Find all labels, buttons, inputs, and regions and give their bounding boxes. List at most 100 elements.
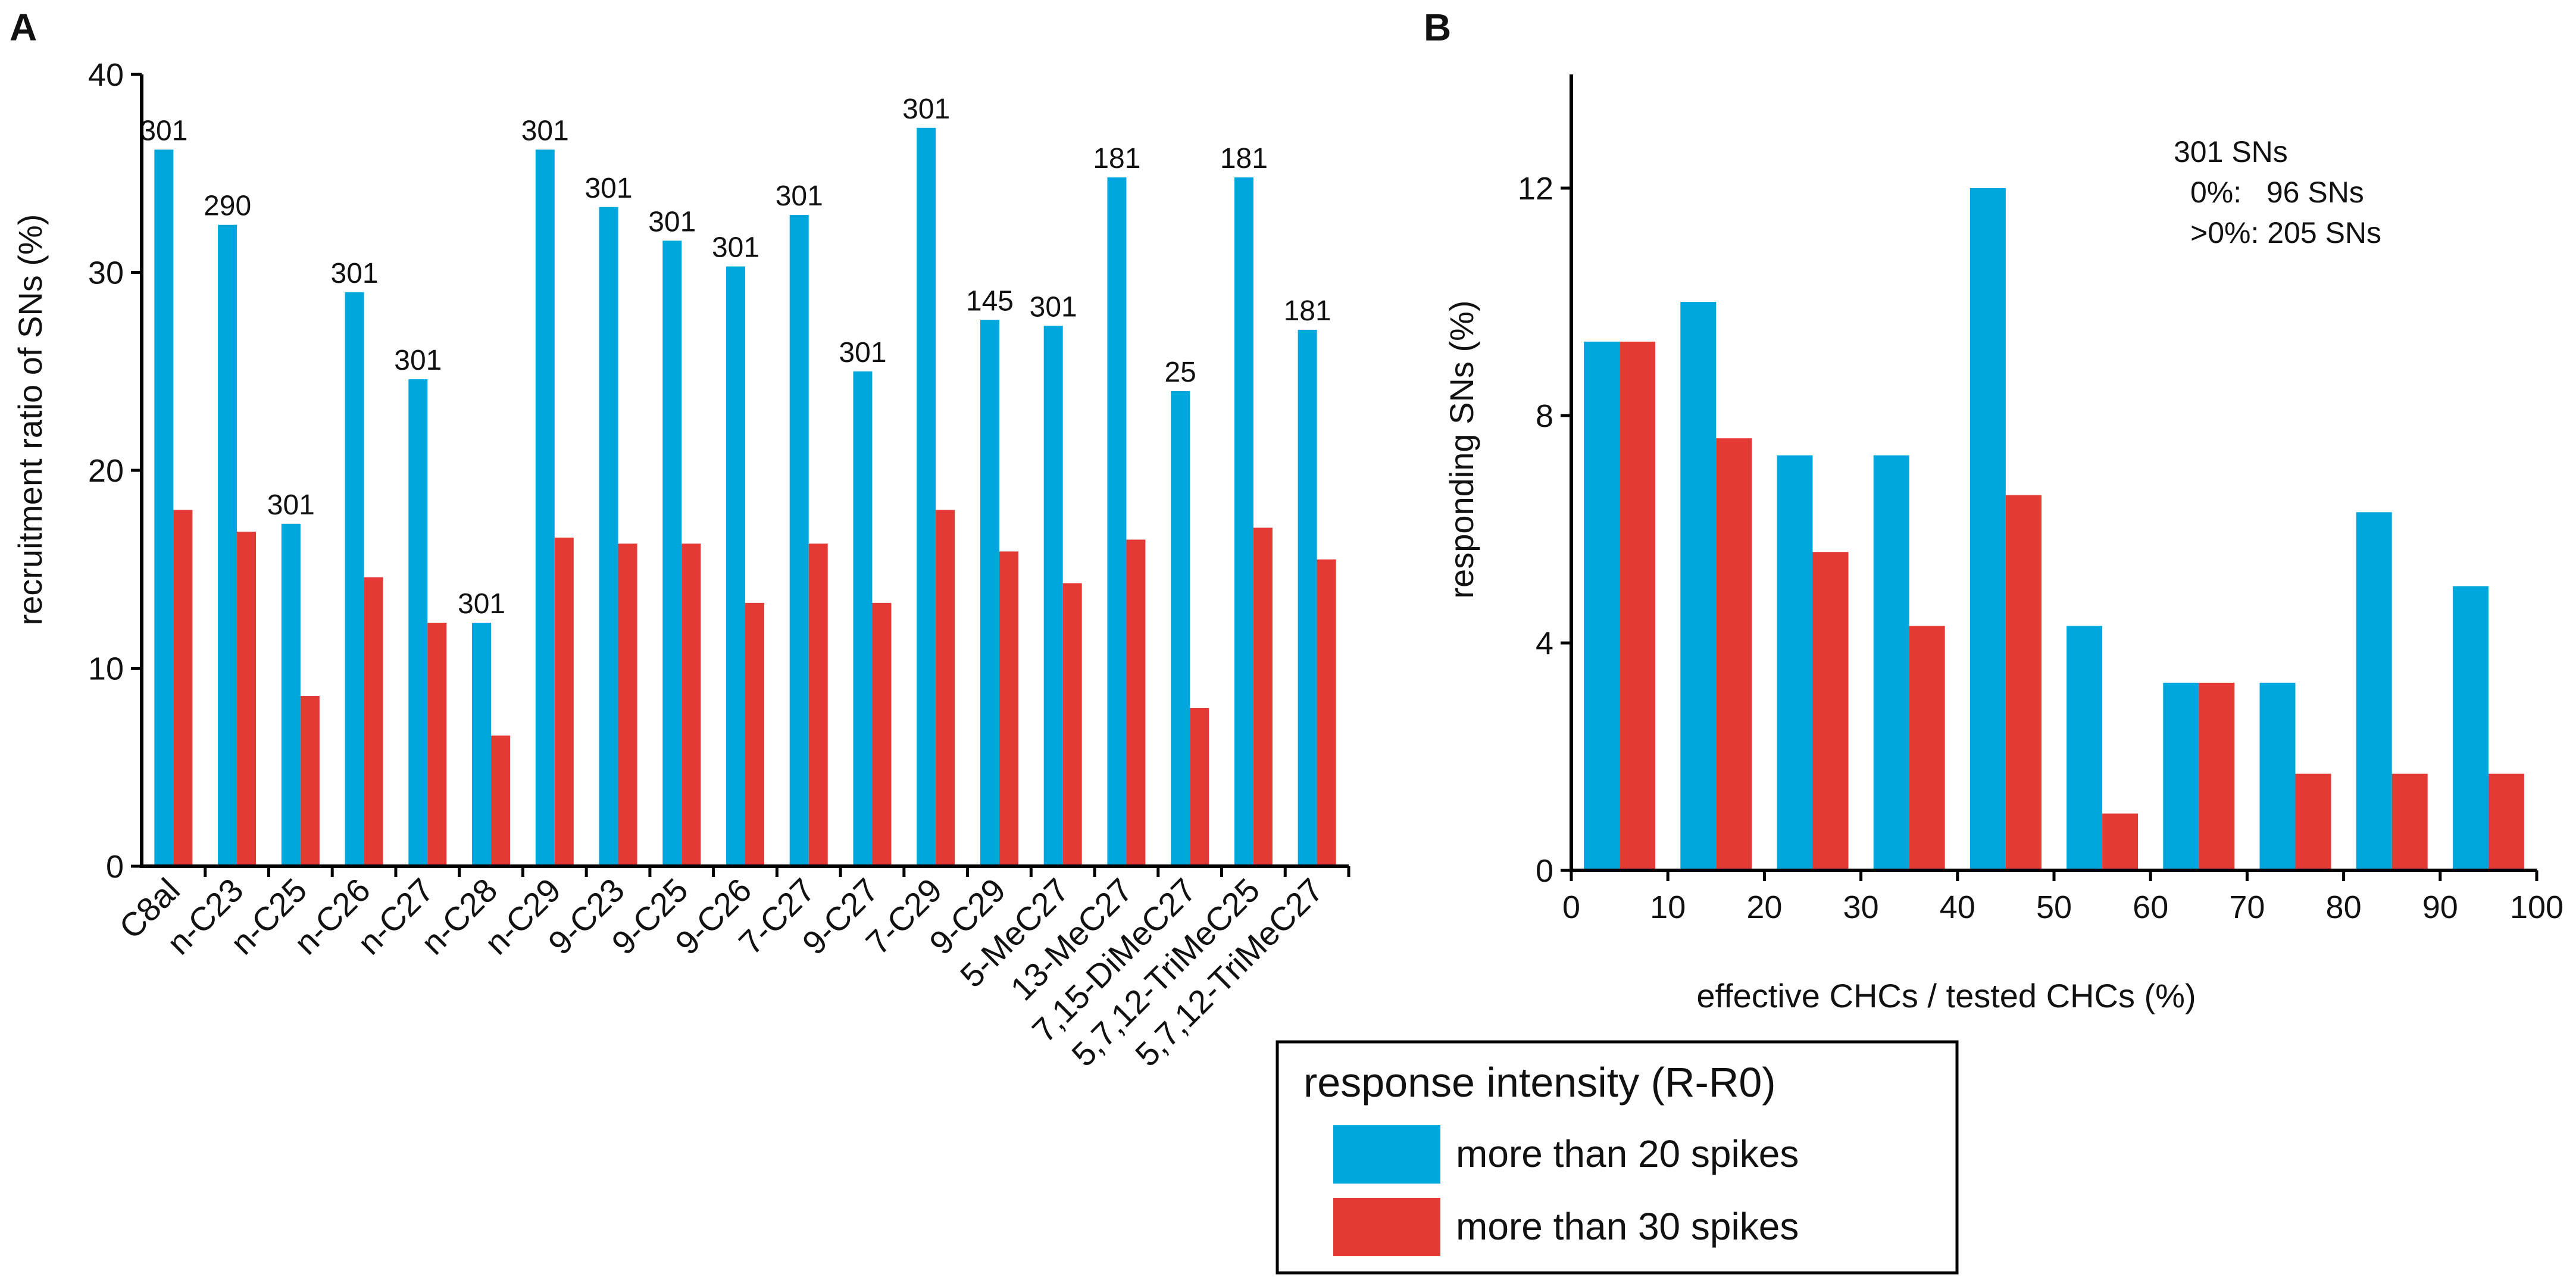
bar-a-n-label: 181 [1093, 143, 1140, 174]
bar-a-20-spikes [917, 127, 936, 866]
bar-a-n-label: 301 [394, 345, 442, 376]
x-tick-label: 40 [1940, 889, 1975, 925]
bar-a-30-spikes [173, 510, 193, 866]
x-tick-label: 70 [2229, 889, 2265, 925]
bar-a-30-spikes [427, 623, 447, 866]
y-tick-label: 10 [88, 651, 124, 687]
y-tick-label: 8 [1536, 398, 1553, 434]
panel-b-x-axis-title: effective CHCs / tested CHCs (%) [1696, 977, 2196, 1014]
bar-b-30-spikes [1909, 626, 1945, 870]
bar-b-20-spikes [2163, 682, 2199, 870]
y-tick-label: 30 [88, 255, 124, 291]
x-tick-label: 90 [2422, 889, 2458, 925]
x-tick-label: 80 [2326, 889, 2362, 925]
x-tick-label: 30 [1843, 889, 1879, 925]
annotation-total: 301 SNs [2174, 135, 2288, 168]
legend-swatch-30-spikes [1333, 1198, 1440, 1256]
bar-a-30-spikes [364, 577, 383, 866]
x-tick-label: 0 [1562, 889, 1580, 925]
bar-a-n-label: 301 [140, 115, 187, 146]
bar-a-20-spikes [1298, 329, 1317, 866]
panel-a-y-axis-title: recruitment ratio of SNs (%) [11, 214, 49, 626]
bar-b-30-spikes [2102, 813, 2139, 870]
bar-a-20-spikes [1234, 177, 1253, 866]
bar-a-20-spikes [789, 215, 809, 867]
bar-a-n-label: 301 [712, 232, 759, 264]
bar-b-30-spikes [1620, 341, 1656, 870]
bar-a-n-label: 301 [331, 258, 379, 289]
panel-a: A 30129030130130130130130130130130130130… [10, 6, 1350, 1073]
bar-a-20-spikes [662, 241, 682, 866]
panel-a-bars: 301 290 301 301 301 301 301 301 301 301 301 301 301 1… [140, 93, 1336, 867]
legend-title: response intensity (R-R0) [1303, 1059, 1776, 1106]
bar-a-n-label: 290 [204, 191, 251, 222]
panel-b-bars [1584, 188, 2524, 870]
panel-a-axes: C8aln-C23n-C25n-C26n-C27n-C28n-C299-C239… [88, 57, 1350, 1073]
x-tick-label: 60 [2133, 889, 2168, 925]
y-tick-label: 4 [1536, 626, 1553, 661]
annotation-nonzero: >0%: 205 SNs [2190, 216, 2381, 249]
bar-b-20-spikes [1680, 302, 1717, 870]
bar-a-30-spikes [1062, 583, 1082, 866]
panel-b-annotation: 301 SNs 0%: 96 SNs >0%: 205 SNs [2174, 135, 2381, 249]
bar-a-30-spikes [745, 602, 764, 866]
bar-a-30-spikes [300, 696, 320, 866]
bar-b-30-spikes [2295, 773, 2331, 870]
annotation-zero: 0%: 96 SNs [2190, 176, 2364, 209]
bar-a-30-spikes [999, 551, 1018, 866]
bar-b-30-spikes [1812, 552, 1849, 870]
bar-a-30-spikes [1253, 527, 1273, 866]
bar-a-30-spikes [1317, 559, 1336, 866]
bar-a-30-spikes [936, 510, 955, 866]
bar-b-20-spikes [1873, 455, 1909, 870]
x-tick-label: 100 [2510, 889, 2564, 925]
bar-a-20-spikes [1107, 177, 1127, 866]
bar-a-n-label: 301 [584, 173, 632, 204]
bar-b-20-spikes [2452, 586, 2489, 870]
bar-a-n-label: 301 [648, 206, 696, 238]
bar-a-n-label: 181 [1284, 295, 1331, 327]
bar-a-n-label: 181 [1220, 143, 1268, 174]
bar-a-30-spikes [491, 735, 511, 866]
bar-a-n-label: 301 [267, 489, 315, 521]
bar-a-20-spikes [726, 266, 745, 866]
legend-label-20-spikes: more than 20 spikes [1456, 1132, 1799, 1175]
bar-a-30-spikes [618, 544, 637, 866]
y-tick-label: 12 [1518, 171, 1553, 207]
bar-a-20-spikes [599, 207, 618, 866]
bar-a-n-label: 301 [1030, 291, 1077, 323]
bar-a-20-spikes [1171, 391, 1190, 866]
bar-b-30-spikes [2488, 773, 2524, 870]
bar-a-n-label: 301 [776, 180, 823, 212]
bar-a-n-label: 145 [966, 285, 1014, 317]
y-tick-label: 40 [88, 57, 124, 93]
bar-a-20-spikes [535, 149, 555, 867]
bar-a-30-spikes [237, 532, 257, 866]
panel-b-letter: B [1424, 6, 1451, 49]
bar-b-30-spikes [2199, 682, 2235, 870]
panel-a-letter: A [10, 6, 37, 49]
bar-a-n-label: 301 [839, 337, 886, 369]
bar-a-30-spikes [1126, 539, 1146, 866]
bar-b-20-spikes [2356, 512, 2392, 870]
panel-b-y-axis-title: responding SNs (%) [1443, 300, 1480, 598]
bar-a-30-spikes [554, 538, 574, 866]
panel-b: B 0 4 8 12 0 10 20 30 40 50 60 70 80 90 100 responding… [1424, 6, 2564, 1014]
bar-a-n-label: 301 [458, 588, 505, 620]
bar-b-30-spikes [2391, 773, 2428, 870]
bar-a-n-label: 301 [902, 93, 950, 125]
bar-a-20-spikes [281, 523, 301, 866]
bar-a-n-label: 301 [521, 115, 569, 146]
bar-a-30-spikes [808, 544, 828, 866]
bar-b-20-spikes [2067, 626, 2103, 870]
legend-swatch-20-spikes [1333, 1125, 1440, 1184]
legend: response intensity (R-R0) more than 20 s… [1276, 1040, 1959, 1275]
bar-a-20-spikes [1043, 326, 1063, 866]
bar-a-30-spikes [872, 602, 892, 866]
bar-a-20-spikes [472, 623, 492, 866]
bar-a-30-spikes [1190, 708, 1209, 866]
bar-b-20-spikes [2259, 682, 2296, 870]
x-tick-label: 50 [2036, 889, 2072, 925]
x-tick-label: 20 [1746, 889, 1782, 925]
